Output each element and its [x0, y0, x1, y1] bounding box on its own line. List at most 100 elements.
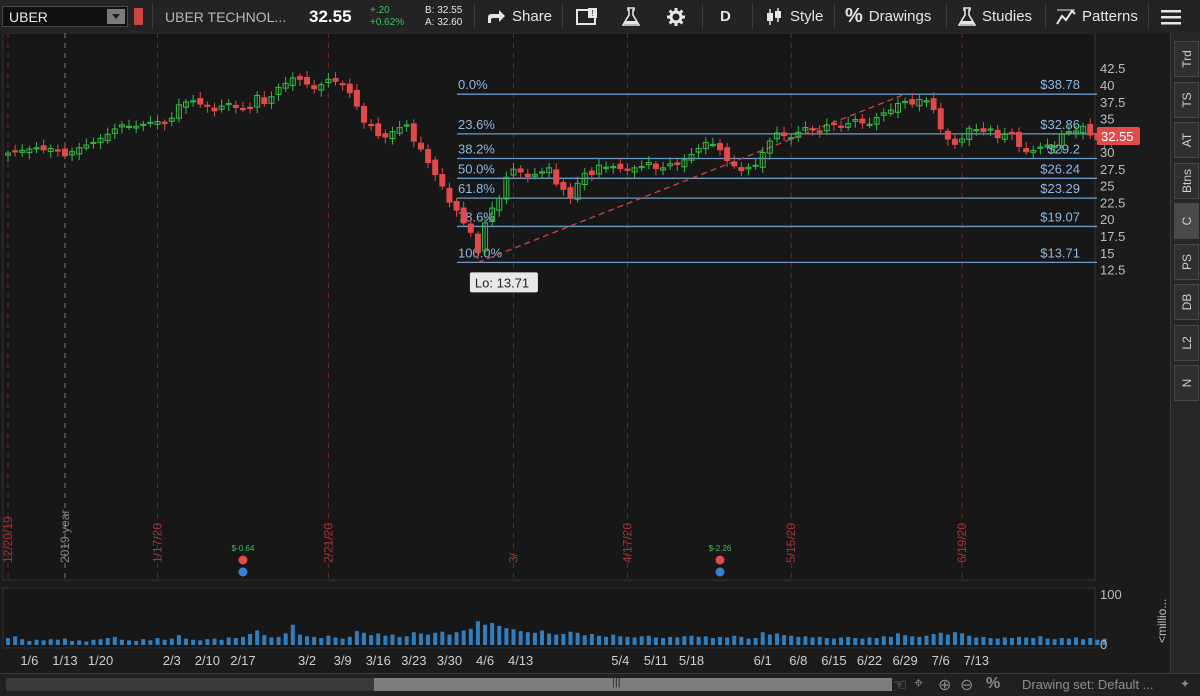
aggregation-button[interactable]: D: [720, 8, 731, 25]
side-tab-at[interactable]: AT: [1174, 122, 1199, 158]
candle-body: [581, 172, 588, 185]
volume-bar: [710, 638, 715, 645]
volume-bar: [703, 636, 708, 645]
candle-body: [118, 124, 125, 128]
volume-bar: [839, 637, 844, 645]
volume-bar: [1045, 638, 1050, 645]
side-tab-db[interactable]: DB: [1174, 284, 1199, 320]
volume-bar: [468, 628, 473, 645]
candle-body: [895, 102, 901, 113]
candle-body: [717, 143, 723, 151]
period-label: 6/19/20: [955, 523, 969, 563]
volume-bar: [127, 640, 132, 645]
volume-bar: [105, 638, 110, 645]
side-tab-ts[interactable]: TS: [1174, 81, 1199, 118]
scrollbar-thumb[interactable]: |||: [374, 676, 892, 691]
volume-bar: [447, 634, 452, 645]
flag-icon[interactable]: [134, 8, 143, 25]
volume-bar: [347, 636, 352, 645]
side-tab-trd[interactable]: Trd: [1174, 41, 1199, 77]
candle-body: [282, 82, 289, 89]
price-chart[interactable]: 12/20/19 2019 year 1/17/20 2/21/20 3/4/17/20…: [0, 33, 1170, 673]
volume-bar: [48, 639, 53, 645]
volume-bar: [568, 631, 573, 645]
candle-body: [859, 118, 866, 124]
volume-bar: [390, 634, 395, 645]
fib-value-label: $23.29: [1040, 181, 1080, 196]
volume-bar: [98, 639, 103, 645]
volume-bar: [226, 637, 231, 645]
more-menu-button[interactable]: [1160, 0, 1184, 33]
x-axis-tick: 3/16: [366, 653, 391, 668]
style-button[interactable]: Style: [764, 0, 823, 33]
y-axis-tick: 40: [1100, 78, 1114, 93]
candle-body: [731, 161, 738, 167]
drawings-button[interactable]: % Drawings: [845, 0, 931, 33]
drawing-set-selector[interactable]: Drawing set: Default ...: [1022, 677, 1154, 692]
candle-body: [1058, 133, 1065, 147]
settings-icon[interactable]: ✦: [1180, 677, 1191, 691]
side-tab-n[interactable]: N: [1174, 365, 1199, 401]
candle-body: [802, 127, 809, 131]
candle-body: [425, 149, 432, 163]
candle-body: [823, 124, 830, 132]
candle-body: [695, 147, 702, 153]
share-button[interactable]: Share: [486, 0, 552, 33]
candle-body: [304, 77, 311, 85]
candle-body: [574, 182, 581, 200]
candle-body: [69, 151, 76, 156]
earnings-marker-icon: [715, 555, 725, 565]
studies-label: Studies: [982, 8, 1033, 25]
candle-body: [396, 127, 403, 134]
dividend-marker-icon: [238, 567, 248, 577]
candle-body: [1016, 132, 1023, 147]
zoom-in-icon[interactable]: ⊕: [938, 677, 952, 694]
fib-percent-label: 61.8%: [458, 181, 495, 196]
symbol-input[interactable]: UBER: [2, 6, 128, 27]
side-tab-btns[interactable]: Btns: [1174, 162, 1199, 199]
percent-icon[interactable]: %: [986, 675, 1001, 692]
side-tab-l2[interactable]: L2: [1174, 324, 1199, 361]
volume-bar: [675, 637, 680, 645]
zoom-out-icon[interactable]: ⊖: [960, 677, 974, 694]
hand-icon[interactable]: ☜: [893, 677, 908, 694]
divider: [474, 4, 475, 29]
volume-bar: [903, 635, 908, 645]
crosshair-icon[interactable]: ⌖: [914, 675, 924, 692]
side-tab-c[interactable]: C: [1174, 203, 1199, 239]
volume-bar: [91, 639, 96, 645]
y-axis-tick: 42.5: [1100, 61, 1125, 76]
volume-bar: [625, 636, 630, 645]
settings-button[interactable]: [666, 0, 686, 33]
volume-bar: [888, 636, 893, 645]
candle-body: [524, 173, 531, 178]
volume-bar: [696, 636, 701, 645]
symbol-dropdown-icon[interactable]: [107, 9, 125, 24]
candle-body: [966, 127, 973, 140]
candle-body: [645, 161, 652, 166]
horizontal-scrollbar[interactable]: |||: [6, 676, 892, 691]
candle-body: [289, 77, 296, 86]
volume-bar: [1088, 638, 1093, 645]
volume-bar: [853, 638, 858, 645]
volume-bar: [547, 633, 552, 645]
patterns-button[interactable]: Patterns: [1056, 0, 1138, 33]
divider: [562, 4, 563, 29]
volume-bar: [760, 632, 765, 645]
studies-button[interactable]: Studies: [958, 0, 1032, 33]
earnings-marker-icon: [238, 555, 248, 565]
side-tab-ps[interactable]: PS: [1174, 243, 1199, 280]
side-tab-label: TS: [1179, 91, 1194, 108]
lab-button[interactable]: [622, 0, 640, 33]
volume-bar: [70, 640, 75, 645]
flexible-grid-button[interactable]: !: [576, 0, 598, 33]
candle-body: [275, 86, 282, 95]
volume-bar: [525, 632, 530, 645]
candle-body: [830, 122, 837, 126]
volume-bar: [119, 639, 124, 645]
candle-body: [218, 105, 225, 110]
share-label: Share: [512, 8, 553, 25]
candle-body: [197, 98, 204, 105]
candle-body: [994, 129, 1001, 139]
divider: [834, 4, 835, 29]
